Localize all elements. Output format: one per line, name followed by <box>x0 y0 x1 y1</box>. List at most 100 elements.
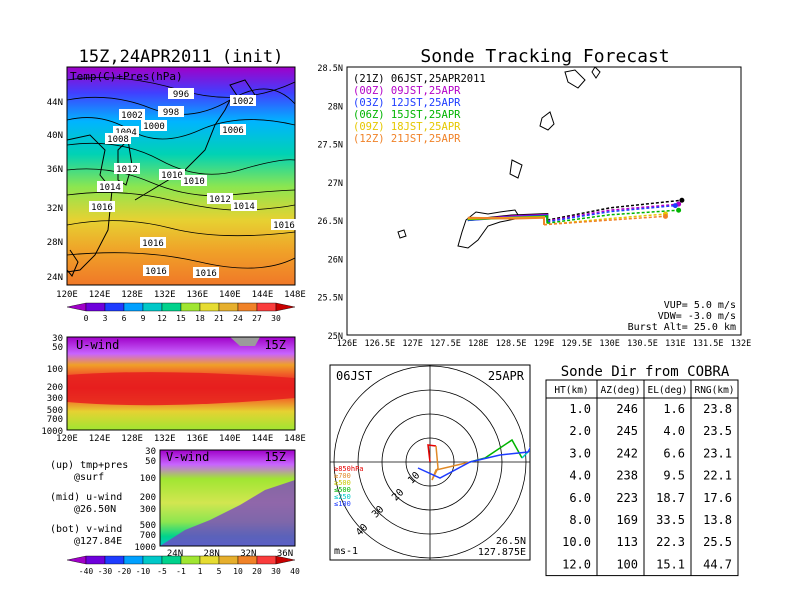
colorbar-swatch <box>123 302 144 312</box>
table-cell: 242 <box>616 446 638 460</box>
table-cell: 3.0 <box>569 446 591 460</box>
map-field-label: Temp(C)+Pres(hPa) <box>70 70 183 83</box>
lon-tick-label: 144E <box>252 290 274 300</box>
isobar-label-bg <box>159 169 185 180</box>
isobar-label: 1016 <box>195 269 217 279</box>
colorbar-tick: 24 <box>233 314 243 323</box>
table-cell: 169 <box>616 513 638 527</box>
lat-tick-label: 32N <box>47 204 63 214</box>
table-cell: 238 <box>616 469 638 483</box>
lon-tick-label: 128E <box>468 339 488 349</box>
map-lon-ticks: 120E 124E 128E 132E 136E 140E 144E 148E <box>56 290 306 300</box>
lat-tick-label: 36N <box>277 549 293 559</box>
track-legend-entry: (06Z) 15JST,25APR <box>353 109 461 121</box>
table-cell: 22.3 <box>656 535 685 549</box>
table-cell: 13.8 <box>703 513 732 527</box>
lat-tick-label: 26.5N <box>317 217 343 227</box>
colorbar-tick: 18 <box>195 314 205 323</box>
table-cell: 1.6 <box>663 402 685 416</box>
lon-tick-label: 136E <box>186 434 208 444</box>
colorbar-tick: 30 <box>271 567 281 576</box>
isobar-label: 1014 <box>99 183 121 193</box>
colorbar-swatch <box>66 555 87 565</box>
lat-tick-label: 28.5N <box>317 64 343 74</box>
track-legend-entry: (09Z) 18JST,25APR <box>353 121 461 133</box>
colorbar-swatch <box>85 555 106 565</box>
isobar-label-bg <box>119 109 145 120</box>
isobar-label: 1008 <box>107 135 129 145</box>
isobar-label: 1010 <box>183 177 205 187</box>
lon-tick-label: 132E <box>154 434 176 444</box>
isobar-label-bg <box>193 267 219 278</box>
isobar-label: 1000 <box>143 122 165 132</box>
table-cell: 8.0 <box>569 513 591 527</box>
pressure-tick-label: 1000 <box>134 543 156 553</box>
track-lon-ticks: 126E 126.5E 127E 127.5E 128E 128.5E 129E 129.5E… <box>337 339 751 349</box>
note-line: @127.84E <box>74 536 122 547</box>
v-wind-terrain <box>160 480 295 546</box>
lon-tick-label: 120E <box>56 290 78 300</box>
table-header-cell: RNG(km) <box>694 385 734 396</box>
lon-tick-label: 129.5E <box>561 339 592 349</box>
lat-tick-label: 27.5N <box>317 141 343 151</box>
colorbar-swatch <box>180 302 201 312</box>
table-cell: 10.0 <box>562 535 591 549</box>
isobar-label-bg <box>143 265 169 276</box>
note-line: @26.50N <box>74 504 116 515</box>
colorbar-tick: -20 <box>117 567 132 576</box>
level-legend-entry: ≤250 <box>334 493 351 501</box>
note-line: (bot) v-wind <box>50 524 122 535</box>
colorbar-swatch <box>104 302 125 312</box>
lat-tick-label: 36N <box>47 165 63 175</box>
burst-alt-text: Burst Alt= 25.0 km <box>628 322 736 333</box>
u-wind-section: U-wind 15Z <box>66 336 296 431</box>
table-cell: 223 <box>616 491 638 505</box>
landing-point <box>662 213 668 219</box>
landing-point <box>676 207 682 213</box>
table-cell: 9.5 <box>663 469 685 483</box>
landing-point <box>679 197 685 203</box>
isobar-label: 1016 <box>145 267 167 277</box>
track-params: VUP= 5.0 m/s VDW= -3.0 m/s Burst Alt= 25… <box>628 300 736 333</box>
colorbar-swatch <box>142 302 163 312</box>
lat-tick-label: 25.5N <box>317 294 343 304</box>
track-lat-ticks: 28.5N 28N 27.5N 27N 26.5N 26N 25.5N 25N <box>317 64 343 342</box>
colorbar-swatch <box>199 555 220 565</box>
hodograph-trace-700 <box>431 445 471 481</box>
hodograph-units: ms-1 <box>334 546 358 557</box>
track-legend-entry: (21Z) 06JST,25APR2011 <box>353 73 486 85</box>
u-wind-topography <box>230 337 260 346</box>
table-cell: 2.0 <box>569 424 591 438</box>
lon-tick-label: 128E <box>121 434 143 444</box>
u-wind-label: U-wind <box>76 338 119 352</box>
map-frame <box>66 66 296 286</box>
track-line-descent <box>547 204 676 223</box>
table-cell: 33.5 <box>656 513 685 527</box>
u-wind-lon-ticks: 120E 124E 128E 132E 136E 140E 144E 148E <box>56 434 306 444</box>
pressure-tick-label: 50 <box>52 343 63 353</box>
colorbar-tick: -40 <box>79 567 94 576</box>
table-cell: 100 <box>616 557 638 571</box>
track-legend-entry: (00Z) 09JST,25APR <box>353 85 461 97</box>
isobar-label-bg <box>230 95 256 106</box>
table-cell: 113 <box>616 535 638 549</box>
track-title: Sonde Tracking Forecast <box>420 46 669 67</box>
lon-tick-label: 128E <box>121 290 143 300</box>
colorbar-swatch <box>85 302 106 312</box>
isobar-label: 1002 <box>232 97 254 107</box>
isobar-label-bg <box>141 120 167 131</box>
colorbar-swatch <box>256 555 277 565</box>
lat-tick-label: 44N <box>47 98 63 108</box>
v-wind-time: 15Z <box>264 450 286 464</box>
level-legend-entry: ≥700 <box>334 472 351 480</box>
landing-point <box>672 203 678 209</box>
colorbar-tick: 40 <box>290 567 300 576</box>
lat-tick-label: 40N <box>47 131 63 141</box>
isobar-labels: 9961002100299810001004100610081012101010… <box>89 88 297 279</box>
colorbar-swatch <box>123 555 144 565</box>
table-cell: 23.5 <box>703 424 732 438</box>
hodograph-trace-100 <box>417 446 530 479</box>
temperature-colorbar: 0 3 6 9 12 15 18 21 24 27 30 <box>66 302 296 323</box>
isobar-label: 1012 <box>116 165 138 175</box>
